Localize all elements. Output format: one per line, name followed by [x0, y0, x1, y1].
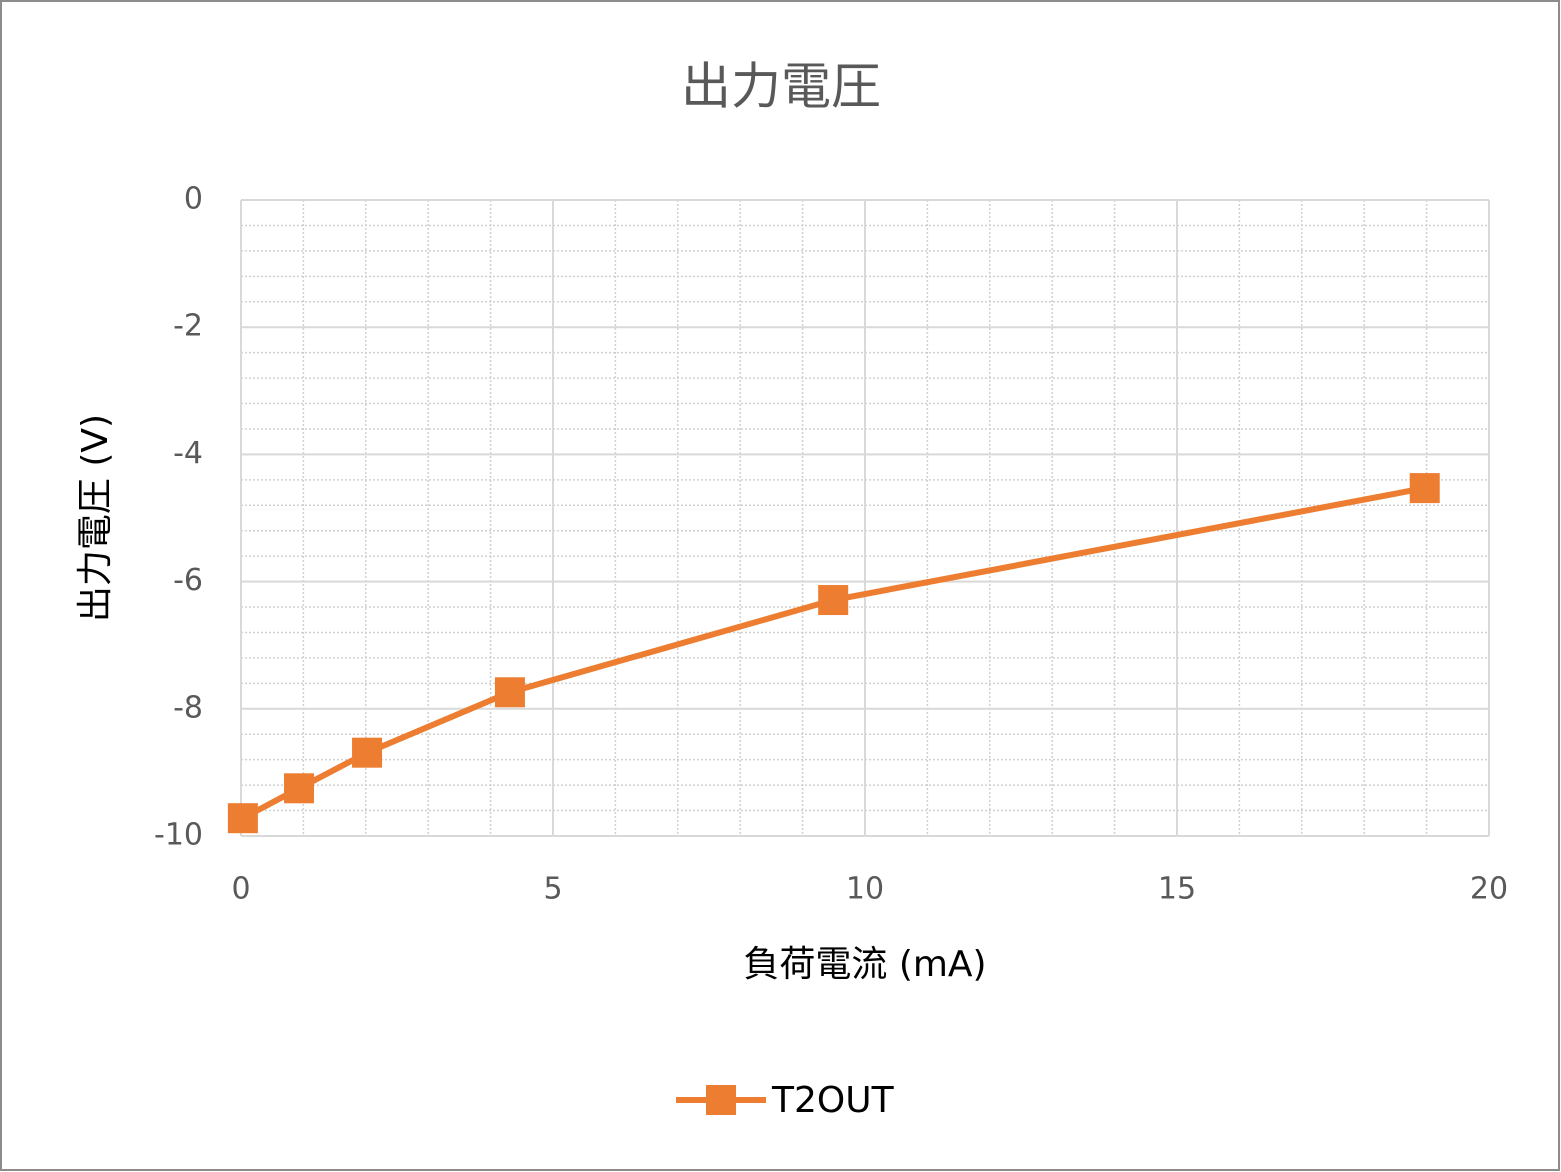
point-marker: [284, 773, 315, 804]
legend-marker: [706, 1085, 736, 1115]
x-tick-label: 15: [1158, 872, 1196, 907]
point-marker: [352, 737, 383, 768]
y-axis-title: 出力電圧 (V): [75, 414, 116, 622]
y-tick-label: -2: [173, 309, 203, 344]
y-tick-label: 0: [184, 182, 203, 217]
x-axis-title: 負荷電流 (mA): [743, 944, 986, 985]
point-marker: [1409, 473, 1440, 504]
x-tick-label: 20: [1470, 872, 1508, 907]
chart-title: 出力電圧: [681, 58, 881, 116]
y-tick-label: -4: [173, 436, 203, 471]
point-marker: [227, 803, 258, 834]
y-tick-label: -10: [154, 818, 203, 853]
x-tick-label: 5: [543, 872, 562, 907]
x-tick-label: 0: [231, 872, 250, 907]
y-tick-label: -6: [173, 563, 203, 598]
legend-label: T2OUT: [771, 1080, 895, 1121]
point-marker: [818, 585, 849, 616]
point-marker: [494, 677, 525, 708]
x-tick-label: 10: [846, 872, 884, 907]
y-tick-label: -8: [173, 690, 203, 725]
